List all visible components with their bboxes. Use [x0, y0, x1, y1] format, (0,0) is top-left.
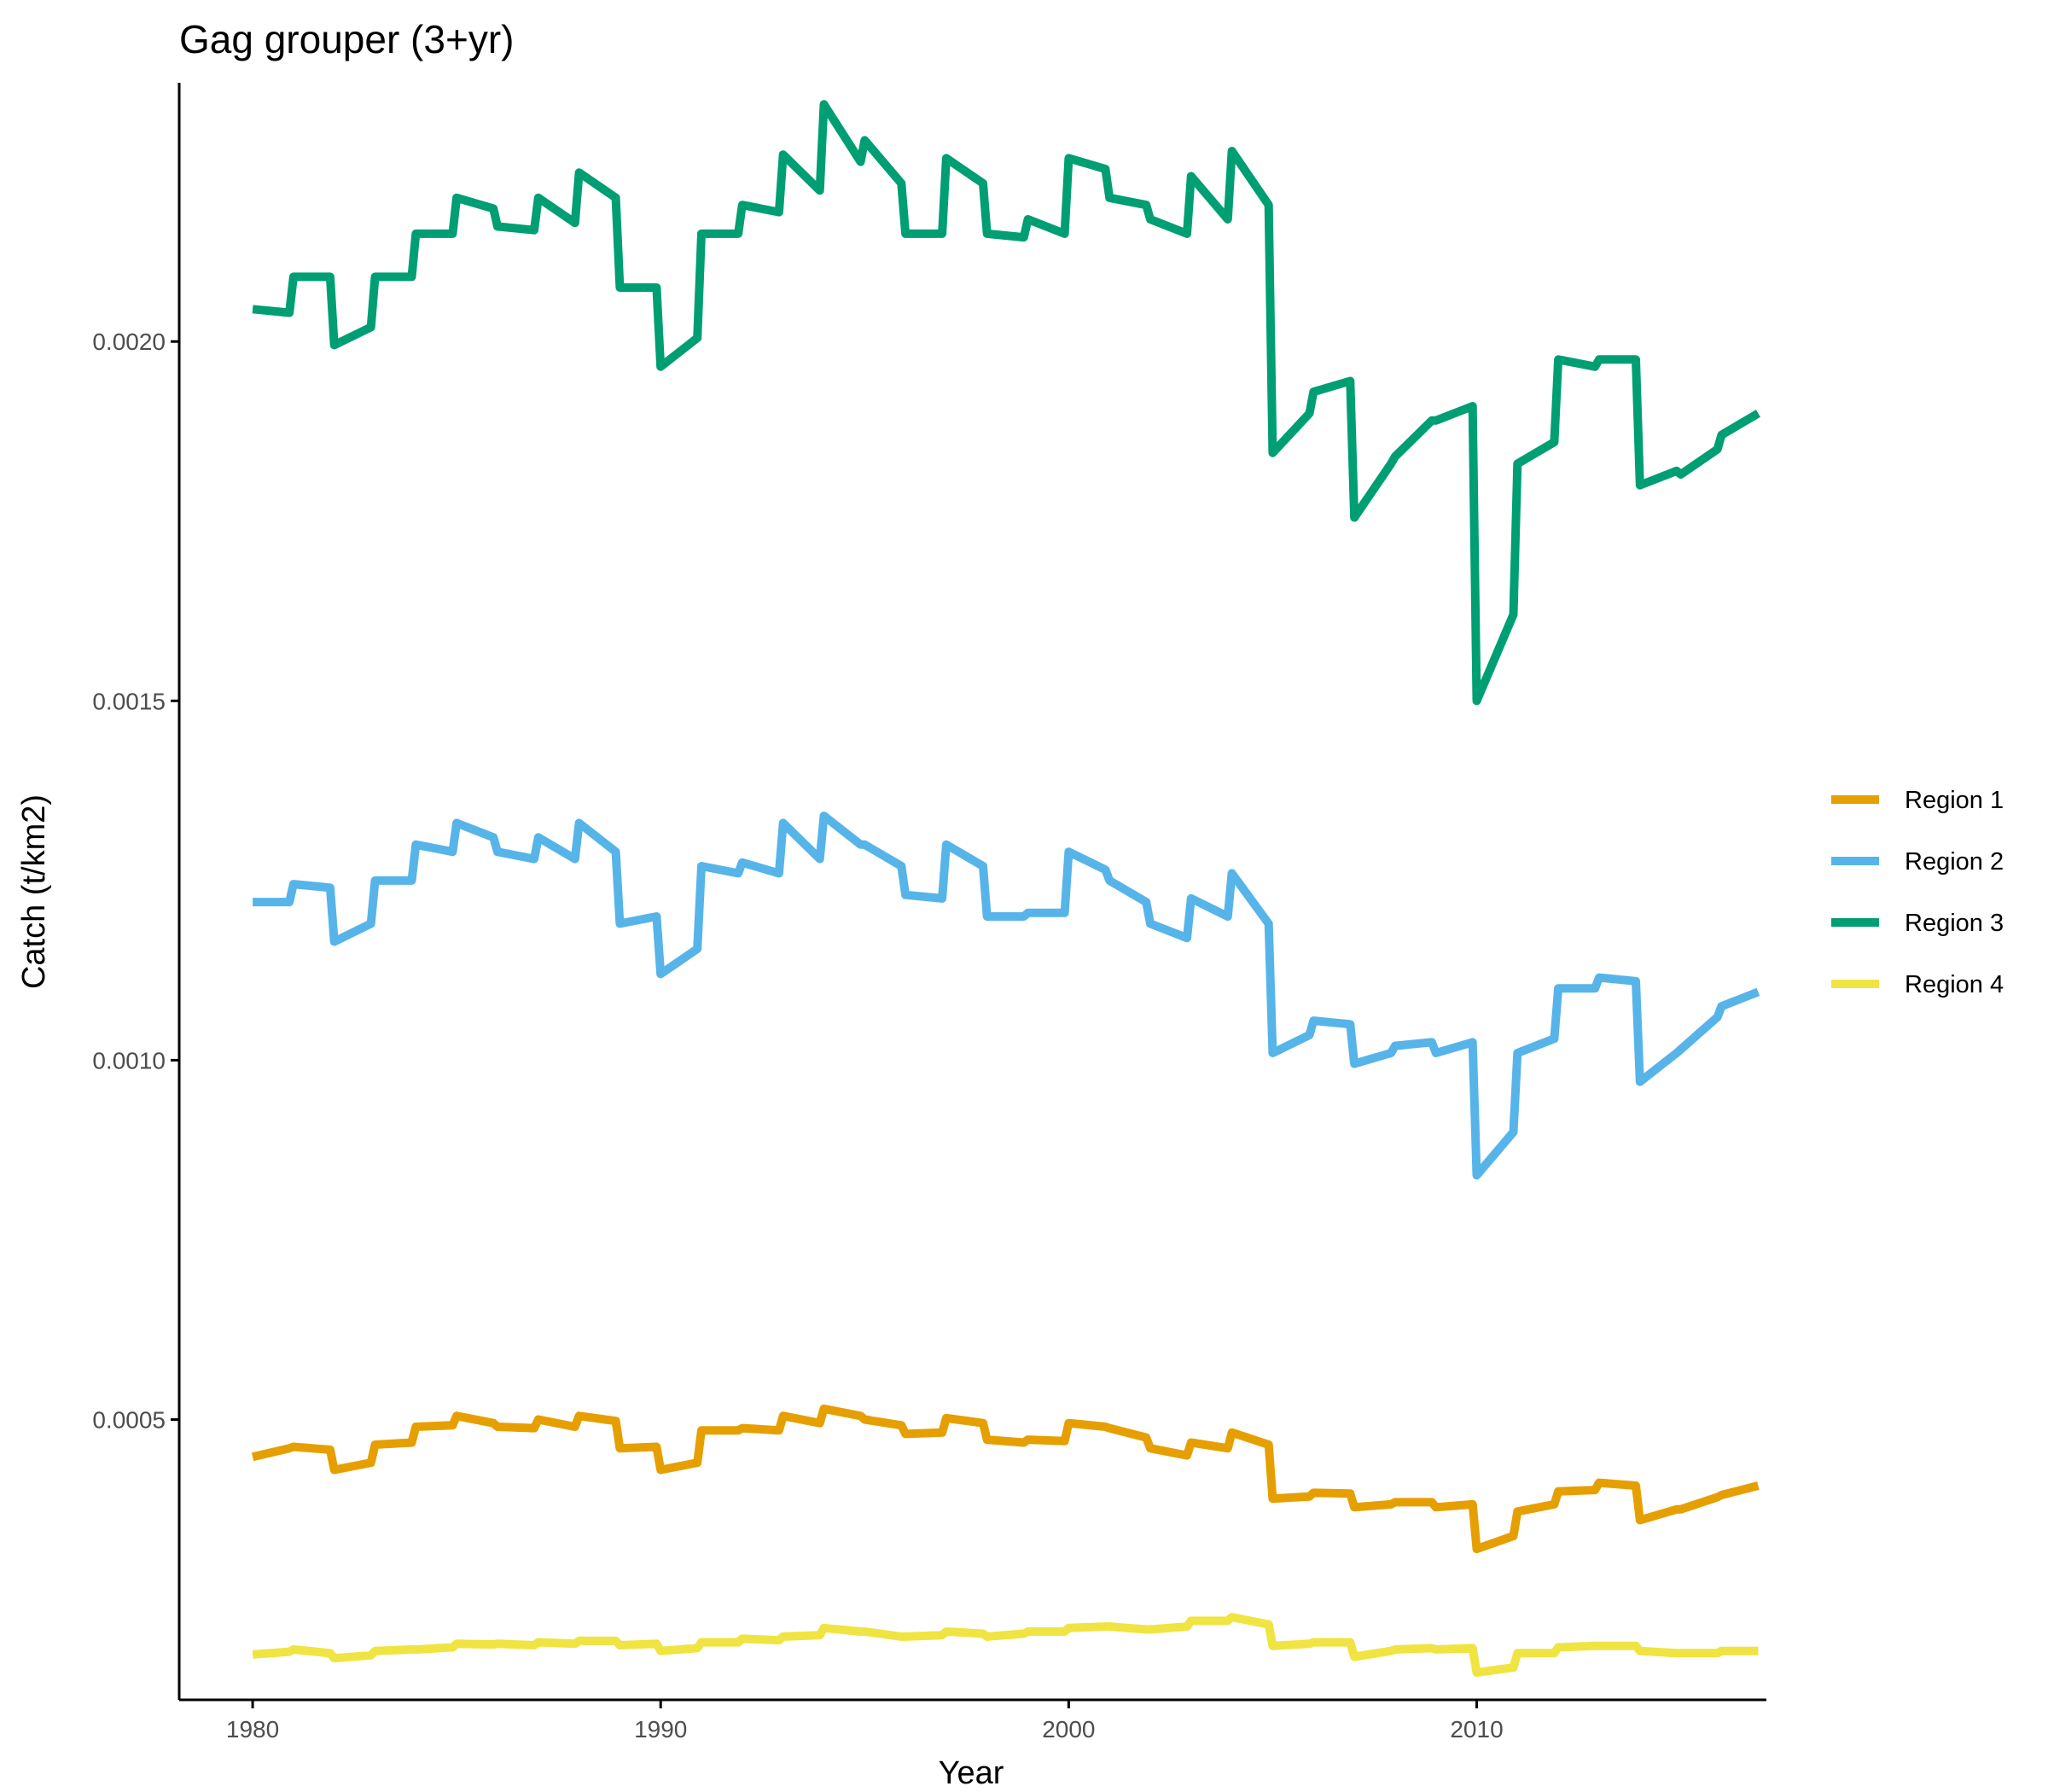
x-tick-label: 2010 — [1450, 1716, 1503, 1743]
y-ticks: 0.0005 0.0010 0.0015 0.0020 — [92, 329, 179, 1434]
series-line-region-2 — [253, 812, 1760, 1180]
x-tick-label: 2000 — [1042, 1716, 1095, 1743]
series-line-region-3 — [252, 100, 1760, 706]
legend-item-region-4: Region 4 — [1831, 971, 2004, 998]
legend: Region 1 Region 2 Region 3 Region 4 — [1831, 787, 2004, 998]
plot-series — [251, 100, 1760, 1677]
x-axis-title: Year — [939, 1755, 1004, 1791]
axes: 0.0005 0.0010 0.0015 0.0020 1980 1990 2000 201… — [92, 83, 1766, 1743]
y-axis-title: Catch (t/km2) — [16, 794, 52, 989]
legend-item-region-2: Region 2 — [1831, 848, 2004, 876]
x-ticks: 1980 1990 2000 2010 — [226, 1700, 1504, 1743]
legend-label: Region 3 — [1905, 910, 2004, 937]
y-tick-label: 0.0015 — [92, 688, 166, 714]
legend-label: Region 2 — [1905, 848, 2004, 876]
legend-item-region-1: Region 1 — [1831, 787, 2004, 814]
legend-label: Region 4 — [1905, 971, 2004, 998]
x-tick-label: 1980 — [226, 1716, 279, 1743]
legend-item-region-3: Region 3 — [1831, 910, 2004, 937]
y-tick-label: 0.0020 — [92, 329, 166, 355]
chart-title: Gag grouper (3+yr) — [179, 17, 514, 61]
y-tick-label: 0.0010 — [92, 1047, 166, 1073]
series-line-region-1 — [251, 1404, 1760, 1554]
legend-label: Region 1 — [1905, 787, 2004, 814]
series-line-region-4 — [252, 1613, 1759, 1677]
y-tick-label: 0.0005 — [92, 1407, 166, 1434]
x-tick-label: 1990 — [634, 1716, 687, 1743]
